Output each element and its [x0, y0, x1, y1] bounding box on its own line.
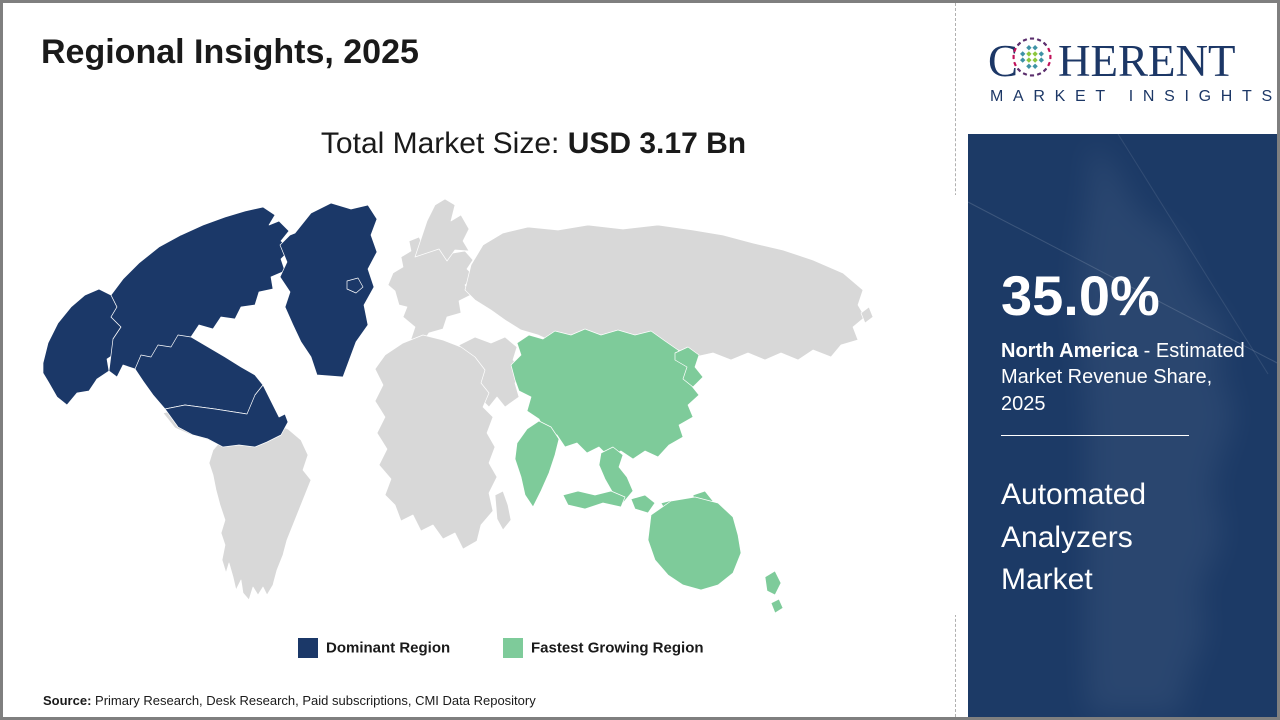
svg-text:HERENT: HERENT [1058, 36, 1235, 86]
svg-text:C: C [988, 36, 1018, 86]
svg-text:MARKET INSIGHTS: MARKET INSIGHTS [990, 88, 1280, 105]
